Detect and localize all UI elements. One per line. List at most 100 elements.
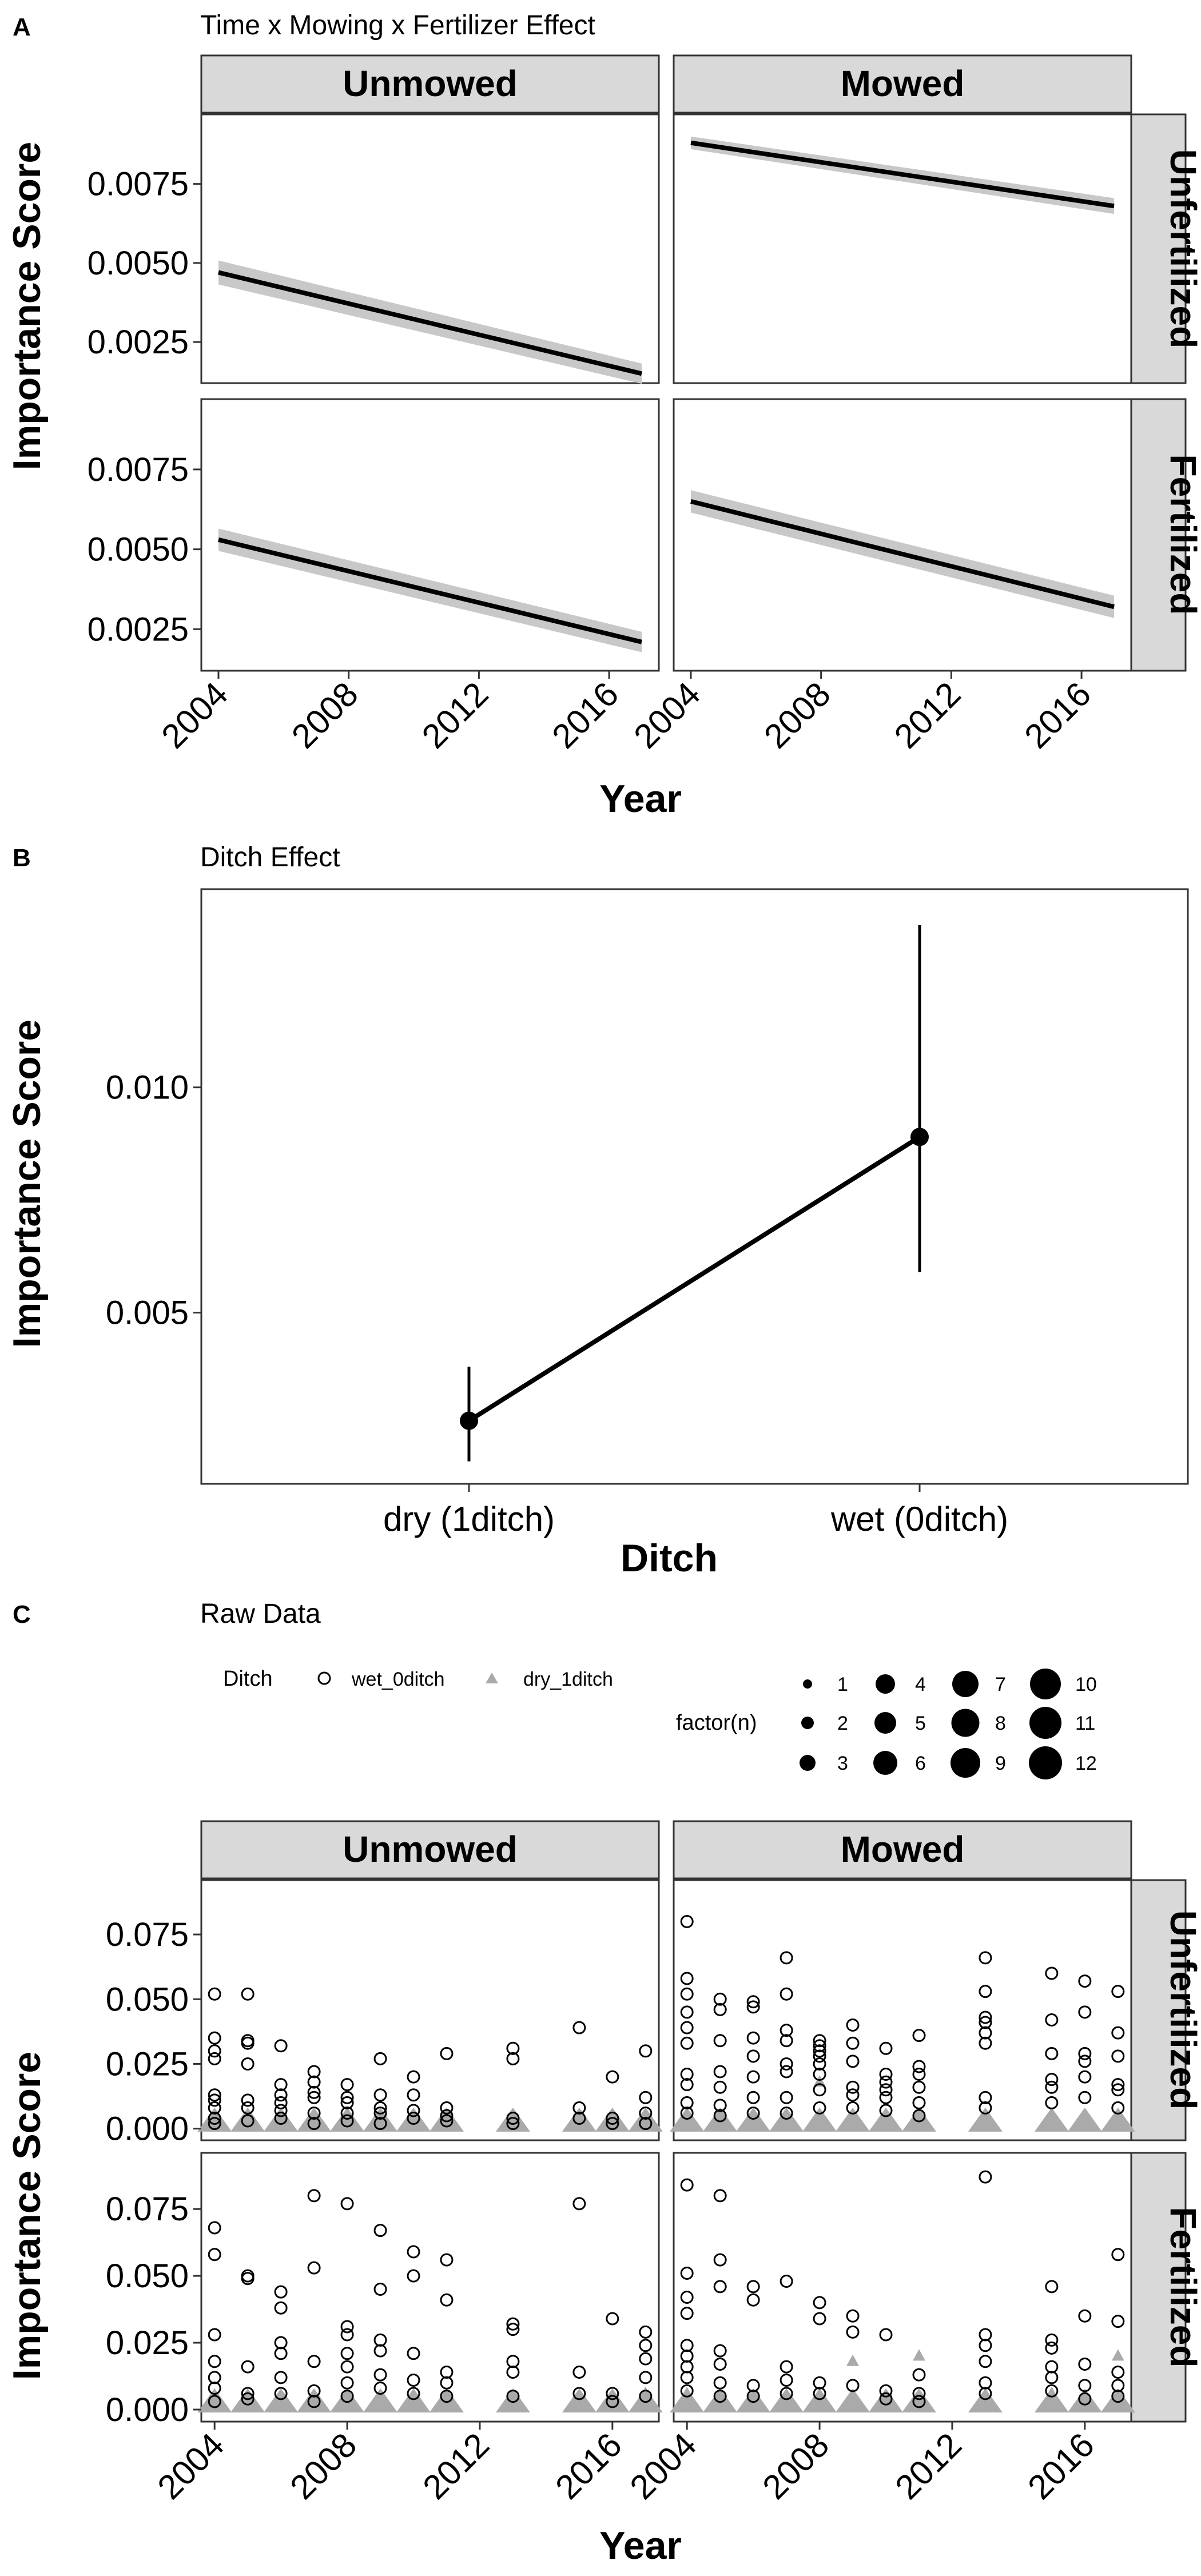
- wet-point-unmowed-fertilized: [373, 2382, 387, 2395]
- x-tick-label-a: 2008: [284, 675, 365, 756]
- panel-a-plot-area: 0.0025 0.0050 0.0075 0.0025 0.0050 0.0075 2004…: [88, 113, 1132, 756]
- wet-point-unmowed-unfertilized: [373, 2088, 387, 2102]
- wet-point-mowed-fertilized: [680, 2371, 694, 2384]
- strip-a-unmowed: [200, 54, 660, 114]
- dry-point-mowed-fertilized: [1111, 2349, 1124, 2361]
- wet-point-mowed-unfertilized: [846, 2088, 860, 2102]
- wet-point-unmowed-unfertilized: [241, 2093, 254, 2107]
- wet-point-unmowed-fertilized: [639, 2390, 653, 2403]
- wet-point-mowed-fertilized: [1078, 2392, 1092, 2406]
- wet-point-mowed-fertilized: [879, 2384, 893, 2398]
- wet-point-unmowed-unfertilized: [373, 2106, 387, 2120]
- legend-dry-label: dry_1ditch: [523, 1669, 613, 1690]
- wet-point-mowed-unfertilized: [713, 2034, 727, 2048]
- x-tick-label-a: 2016: [545, 675, 626, 756]
- legend-n-symbol-5: [874, 1712, 896, 1734]
- wet-point-mowed-unfertilized: [979, 1985, 992, 1998]
- legend-n-label-4: 4: [915, 1674, 926, 1695]
- mean-point-wet-0ditch-: [910, 1128, 929, 1146]
- y-tick-label-b: 0.010: [106, 1069, 189, 1106]
- wet-point-unmowed-unfertilized: [274, 2112, 288, 2125]
- wet-point-unmowed-unfertilized: [307, 2106, 321, 2120]
- wet-point-unmowed-fertilized: [340, 2197, 354, 2211]
- wet-point-unmowed-unfertilized: [407, 2104, 420, 2117]
- legend-n-label-7: 7: [995, 1674, 1006, 1695]
- strip-c-fertilized-label: Fertilized: [1163, 2207, 1201, 2368]
- wet-point-mowed-unfertilized: [713, 2065, 727, 2079]
- legend-n-label-9: 9: [995, 1753, 1006, 1774]
- panel-c: C Raw Data Ditch wet_0ditch dry_1ditch f…: [5, 1599, 1201, 2567]
- wet-point-unmowed-fertilized: [373, 2283, 387, 2296]
- wet-point-unmowed-fertilized: [639, 2371, 653, 2384]
- y-tick-label-a: 0.0025: [88, 611, 189, 648]
- wet-point-mowed-unfertilized: [912, 2080, 926, 2094]
- wet-point-mowed-unfertilized: [780, 2034, 793, 2048]
- dry-point-mowed-unfertilized: [880, 2114, 893, 2126]
- facet-c-frame-unmowed-fertilized: [200, 2152, 660, 2423]
- dry-point-unmowed-unfertilized: [440, 2114, 453, 2126]
- y-tick-label-a: 0.0075: [88, 166, 189, 203]
- wet-point-unmowed-fertilized: [606, 2395, 619, 2408]
- panel-b-ylabel: Importance Score: [5, 1020, 49, 1348]
- trend-line-unmowed-unfertilized: [218, 270, 642, 376]
- wet-point-unmowed-unfertilized: [639, 2091, 653, 2104]
- wet-point-mowed-unfertilized: [713, 2002, 727, 2016]
- panel-c-xlabel: Year: [599, 2524, 682, 2567]
- wet-point-mowed-unfertilized: [680, 2078, 694, 2092]
- wet-point-mowed-unfertilized: [746, 2031, 760, 2045]
- wet-point-unmowed-unfertilized: [241, 2101, 254, 2115]
- wet-point-mowed-unfertilized: [713, 2080, 727, 2094]
- wet-point-unmowed-fertilized: [506, 2390, 520, 2403]
- wet-point-unmowed-fertilized: [440, 2376, 454, 2390]
- strip-c-unfertilized: [1130, 1879, 1187, 2141]
- wet-point-mowed-unfertilized: [912, 2109, 926, 2123]
- wet-point-mowed-fertilized: [713, 2390, 727, 2403]
- strip-a-unfertilized-label: Unfertilized: [1163, 149, 1201, 348]
- wet-point-mowed-fertilized: [780, 2374, 793, 2387]
- wet-point-unmowed-unfertilized: [639, 2044, 653, 2058]
- wet-point-mowed-fertilized: [680, 2291, 694, 2304]
- wet-point-unmowed-unfertilized: [208, 2031, 221, 2045]
- trend-line-mowed-unfertilized: [690, 140, 1115, 209]
- wet-point-unmowed-fertilized: [340, 2390, 354, 2403]
- panel-a-xlabel: Year: [599, 777, 682, 821]
- panel-a-letter: A: [13, 13, 31, 41]
- wet-point-mowed-fertilized: [780, 2360, 793, 2374]
- strip-c-mowed-label: Mowed: [841, 1829, 965, 1870]
- wet-point-mowed-unfertilized: [680, 1972, 694, 1985]
- panel-b-frame: [200, 888, 1189, 1485]
- wet-point-mowed-unfertilized: [912, 2096, 926, 2109]
- wet-point-unmowed-fertilized: [241, 2360, 254, 2374]
- wet-point-unmowed-fertilized: [208, 2355, 221, 2368]
- legend-n-symbol-10: [1030, 1669, 1061, 1699]
- wet-point-mowed-fertilized: [979, 2170, 992, 2184]
- dry-point-unmowed-unfertilized: [407, 2116, 420, 2128]
- legend-wet-label: wet_0ditch: [351, 1669, 445, 1690]
- y-tick-label-c: 0.050: [106, 1981, 189, 2018]
- wet-point-mowed-unfertilized: [879, 2075, 893, 2089]
- wet-point-unmowed-fertilized: [208, 2395, 221, 2408]
- legend-n-title: factor(n): [676, 1711, 757, 1735]
- wet-point-unmowed-fertilized: [208, 2248, 221, 2262]
- wet-point-unmowed-fertilized: [572, 2365, 586, 2379]
- wet-point-unmowed-fertilized: [639, 2325, 653, 2339]
- wet-point-mowed-fertilized: [680, 2307, 694, 2320]
- strip-a-mowed: [673, 54, 1132, 114]
- wet-point-mowed-unfertilized: [846, 2036, 860, 2050]
- wet-point-mowed-fertilized: [713, 2344, 727, 2358]
- wet-point-mowed-fertilized: [979, 2339, 992, 2352]
- wet-point-mowed-fertilized: [912, 2387, 926, 2400]
- wet-point-mowed-unfertilized: [746, 2091, 760, 2104]
- wet-point-unmowed-fertilized: [241, 2272, 254, 2286]
- wet-point-unmowed-unfertilized: [639, 2117, 653, 2131]
- wet-point-mowed-fertilized: [1045, 2371, 1059, 2384]
- wet-point-unmowed-unfertilized: [274, 2088, 288, 2102]
- dry-point-unmowed-fertilized: [606, 2394, 619, 2406]
- wet-point-unmowed-unfertilized: [274, 2078, 288, 2092]
- x-tick-label-c: 2008: [755, 2426, 837, 2507]
- dry-point-mowed-unfertilized: [846, 2111, 860, 2123]
- wet-point-mowed-fertilized: [680, 2266, 694, 2280]
- wet-point-mowed-unfertilized: [780, 2091, 793, 2104]
